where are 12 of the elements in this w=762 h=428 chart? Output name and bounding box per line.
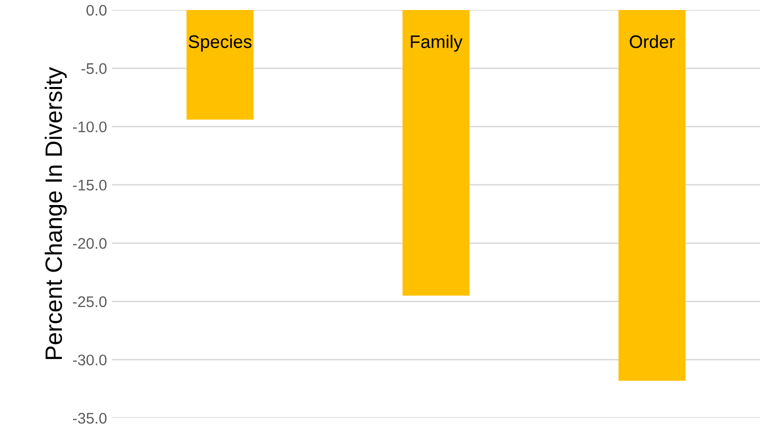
y-tick-label: -15.0	[73, 180, 107, 191]
x-tick-label: Family	[410, 34, 463, 52]
x-tick-label: Species	[188, 34, 252, 52]
y-tick-label: -5.0	[81, 63, 107, 74]
y-tick-label: -10.0	[73, 121, 107, 132]
y-tick-label: -20.0	[73, 238, 107, 249]
y-tick-label: -25.0	[73, 296, 107, 308]
y-tick-label: -30.0	[73, 354, 107, 366]
y-tick-label: -35.0	[73, 412, 107, 424]
x-tick-label: Order	[630, 34, 675, 48]
y-tick-label: 0.0	[86, 4, 107, 16]
y-axis-title: Percent Change In Diversity	[44, 67, 67, 360]
